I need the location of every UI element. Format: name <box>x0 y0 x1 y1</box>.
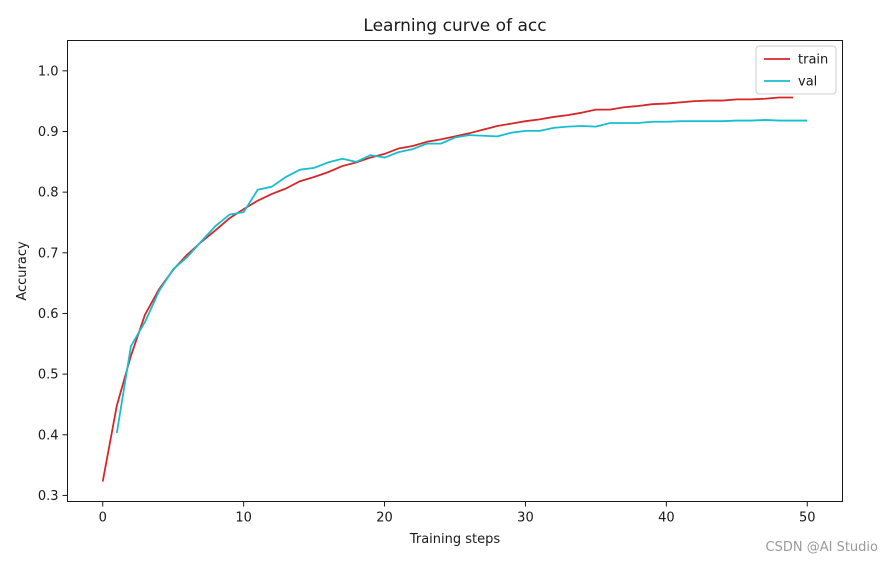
x-tick-label: 20 <box>376 511 393 526</box>
chart-title: Learning curve of acc <box>363 16 546 36</box>
x-tick-label: 30 <box>517 511 534 526</box>
x-tick-label: 50 <box>799 511 816 526</box>
y-tick-label: 0.4 <box>38 428 59 443</box>
x-tick-label: 0 <box>99 511 107 526</box>
y-tick-label: 0.9 <box>38 125 59 140</box>
legend-label-val: val <box>798 75 817 90</box>
legend-label-train: train <box>798 53 828 68</box>
y-tick-label: 0.5 <box>38 368 59 383</box>
y-tick-label: 0.7 <box>38 246 59 261</box>
legend: train val <box>755 45 837 95</box>
y-tick-label: 0.3 <box>38 489 59 504</box>
watermark: CSDN @AI Studio <box>765 540 878 555</box>
y-tick-label: 0.6 <box>38 307 59 322</box>
series-line-train <box>101 96 794 482</box>
y-axis-label: Accuracy <box>15 241 30 301</box>
plot-frame <box>67 40 843 502</box>
series-line-val <box>115 119 808 434</box>
x-tick-label: 40 <box>658 511 675 526</box>
y-tick-label: 1.0 <box>38 64 59 79</box>
y-tick-label: 0.8 <box>38 186 59 201</box>
legend-box <box>755 45 837 95</box>
x-axis-label: Training steps <box>409 532 501 547</box>
x-tick-label: 10 <box>235 511 252 526</box>
